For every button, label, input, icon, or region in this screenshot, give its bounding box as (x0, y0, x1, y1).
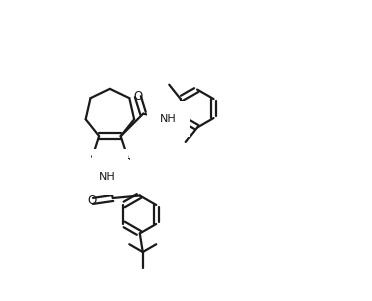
Text: S: S (106, 163, 113, 176)
Text: NH: NH (160, 114, 177, 124)
Text: O: O (133, 90, 142, 103)
Text: O: O (88, 194, 97, 207)
Text: NH: NH (99, 172, 115, 182)
